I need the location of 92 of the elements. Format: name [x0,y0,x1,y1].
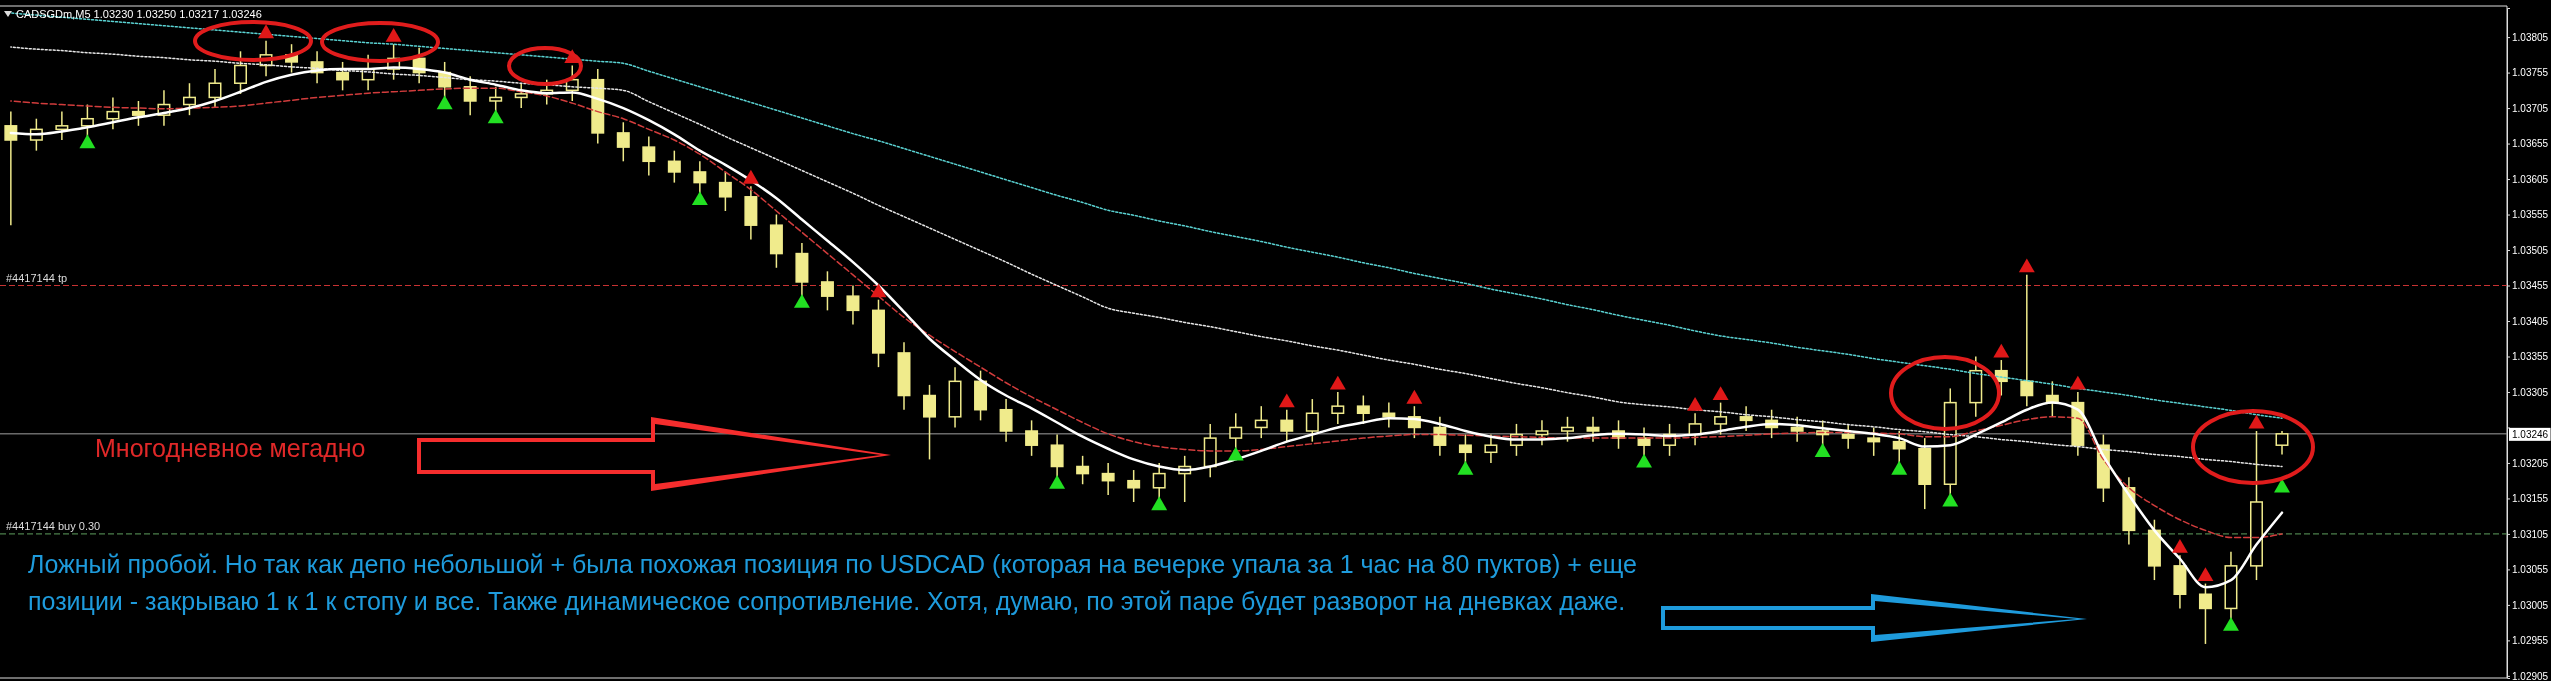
candlestick [1714,401,1728,436]
candlestick [2020,274,2034,407]
candlestick [1790,416,1804,443]
y-tick-label: 1.03555 [2512,209,2549,221]
candlestick [514,82,528,109]
point [2223,616,2239,631]
candlestick [1076,455,1090,485]
candlestick [1867,426,1881,457]
candlestick [1739,405,1753,432]
candlestick [182,82,196,116]
point [1891,460,1908,475]
y-tick-label: 1.03755 [2512,67,2549,79]
point [2274,478,2290,493]
candlestick [4,110,18,226]
candlestick [2275,430,2289,456]
y-tick-label: 1.03805 [2512,31,2549,43]
point [1636,453,1653,468]
point [1227,446,1244,461]
candlestick [1535,419,1549,446]
y-tick-label: 1.03355 [2512,351,2549,363]
candlestick [463,75,477,116]
point [1329,375,1346,390]
candlestick [667,149,681,184]
y-tick-label: 1.03505 [2512,244,2549,256]
ref-line-label: 1.03246 [2512,428,2549,440]
point [1712,386,1729,401]
point [1406,389,1423,404]
y-tick-label: 1.03005 [2512,599,2549,611]
point [1942,492,1959,507]
point [870,283,887,298]
candlestick [2198,582,2212,645]
y-tick-label: 1.02905 [2512,670,2549,681]
y-tick-label: 1.03305 [2512,386,2549,398]
point [2018,258,2035,273]
candlestick [642,135,656,177]
point [2069,375,2086,390]
candlestick [718,171,732,212]
candlestick [1127,469,1141,503]
point [79,134,96,149]
point [793,294,810,308]
y-tick-label: 1.03105 [2512,528,2549,540]
point [742,169,759,184]
point [436,95,453,110]
chart-title: CADSGDm,M5 1.03230 1.03250 1.03217 1.03246 [16,8,262,20]
y-tick-label: 1.02955 [2512,635,2549,647]
candlestick [55,110,69,141]
candlestick [1841,423,1855,450]
y-tick-label: 1.03205 [2512,457,2549,469]
point [691,191,708,205]
point [2248,414,2265,429]
point [1687,396,1704,411]
candlestick [1331,391,1345,425]
candlestick [106,96,120,131]
candlestick [336,61,350,92]
candlestick [1560,416,1574,443]
candlestick [923,384,937,461]
y-tick-label: 1.03455 [2512,280,2549,292]
candlestick [1254,405,1268,439]
point [2171,538,2188,553]
y-tick-label: 1.03655 [2512,138,2549,150]
point [487,109,504,124]
candlestick [1586,416,1600,443]
point [1278,393,1295,408]
point [1814,443,1831,457]
candlestick [1101,462,1115,496]
candlestick [1433,416,1447,457]
point [1457,460,1474,475]
annotation: Многодневное мегадно [95,434,366,462]
point [1993,343,2010,358]
y-tick-label: 1.03605 [2512,173,2549,185]
ref-line-label: #4417144 tp [6,271,68,284]
y-tick-label: 1.03055 [2512,564,2549,576]
y-tick-label: 1.03155 [2512,493,2549,505]
point [1049,475,1066,489]
candlestick [1305,398,1319,443]
y-tick-label: 1.03705 [2512,102,2549,114]
candlestick [999,398,1013,443]
candlestick [208,68,222,109]
point [1151,496,1168,511]
candlestick [1280,408,1294,443]
candlestick [131,100,145,127]
candlestick [616,121,630,163]
candlestick [846,284,860,326]
candlestick [1025,419,1039,457]
point [258,24,274,39]
annotation: Ложный пробой. Но так как депо небольшой + была похожая позиция по USDCAD (которая на вечерке упала за 1 час на 80 пуктов) + еще позиции - закрываю 1 к 1 к стопу и все. Также динамическое сопротивление. Хотя, думаю, по этой паре будет разворот на дневках даже. [28,550,1637,615]
ref-line-label: #4417144 buy 0.30 [6,519,101,532]
y-tick-label: 1.03405 [2512,315,2549,327]
candlestick [820,270,834,312]
point [2197,567,2214,582]
candlestick [234,50,248,95]
point [385,27,402,42]
